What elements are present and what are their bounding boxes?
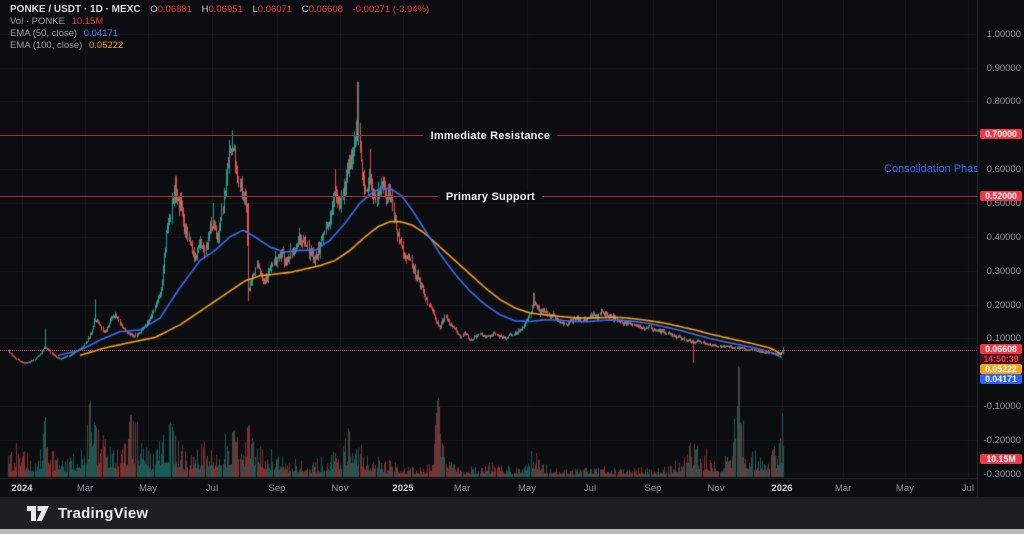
volume-label: Vol · PONKE <box>10 16 65 27</box>
ema50-label: EMA (50, close) <box>10 28 78 39</box>
support-label: Primary Support <box>438 191 543 204</box>
ema100-row[interactable]: EMA (100, close) 0.05222 <box>10 40 429 51</box>
price-tick-label: 0.60000 <box>986 164 1021 176</box>
price-tick-label: -0.30000 <box>983 468 1021 480</box>
time-tick-label: May <box>518 483 536 494</box>
price-tick-label: 0.50000 <box>986 198 1021 209</box>
time-tick-label: Mar <box>834 483 852 494</box>
resistance-line[interactable]: Immediate Resistance <box>0 130 977 143</box>
close-label: C <box>301 4 309 15</box>
price-tick-label: 0.20000 <box>986 299 1021 311</box>
price-tick-label: 0.40000 <box>986 231 1021 243</box>
price-tick-label: 0.80000 <box>986 96 1021 108</box>
resistance-label: Immediate Resistance <box>423 130 558 143</box>
time-tick-label: Mar <box>453 483 471 494</box>
symbol-title[interactable]: PONKE / USDT · 1D · MEXC <box>10 4 141 15</box>
close-value: 0.06608 <box>308 4 343 15</box>
change-value: -0.00271 (-3.94%) <box>352 4 430 15</box>
last-price-badge: 0.06608 <box>980 344 1022 354</box>
time-tick-label: 2026 <box>771 483 793 494</box>
chart-pane: Immediate Resistance Primary Support Con… <box>0 0 1024 497</box>
time-tick-label: Jul <box>583 483 597 494</box>
ema100-label: EMA (100, close) <box>10 40 83 51</box>
volume-row[interactable]: Vol · PONKE 10.15M <box>10 16 429 27</box>
high-label: H <box>201 4 209 15</box>
open-label: O <box>150 4 158 15</box>
resistance-price-badge: 0.70000 <box>980 129 1022 139</box>
time-tick-label: Jul <box>205 483 219 494</box>
open-value: 0.06881 <box>157 4 192 15</box>
price-tick-label: 0.30000 <box>986 265 1021 277</box>
time-tick-label: Nov <box>331 483 349 494</box>
time-axis[interactable]: 2024 Mar May Jul Sep Nov 2025 Mar May Jul Sep Nov 20… <box>0 478 1024 498</box>
time-tick-label: 2024 <box>11 483 33 494</box>
bottom-bar: TradingView <box>0 497 1024 529</box>
bottom-light-strip <box>0 529 1024 534</box>
bar-countdown-badge: 14:50:39 <box>980 354 1022 364</box>
ema100-price-badge: 0.05222 <box>980 364 1022 374</box>
price-tick-label: 0.90000 <box>986 62 1021 74</box>
low-label: L <box>252 4 258 15</box>
ema50-row[interactable]: EMA (50, close) 0.04171 <box>10 28 429 39</box>
tradingview-logo[interactable]: TradingView <box>26 505 148 522</box>
volume-value: 10.15M <box>71 16 104 27</box>
price-tick-label: 1.00000 <box>986 28 1021 40</box>
volume-badge: 10.15M <box>980 454 1022 464</box>
support-price-badge: 0.52000 <box>980 191 1022 201</box>
legend: PONKE / USDT · 1D · MEXC O0.06881 H0.069… <box>10 4 429 52</box>
low-value: 0.06071 <box>257 4 293 15</box>
symbol-row[interactable]: PONKE / USDT · 1D · MEXC O0.06881 H0.069… <box>10 4 429 15</box>
time-tick-label: Sep <box>268 483 286 494</box>
time-tick-label: Sep <box>644 483 662 494</box>
price-tick-label: -0.20000 <box>983 435 1021 447</box>
time-tick-label: 2025 <box>392 483 414 494</box>
tradingview-mark-icon <box>27 506 49 521</box>
price-axis[interactable]: 1.00000 0.90000 0.80000 0.70000 0.60000 0.500… <box>977 0 1024 497</box>
time-tick-label: Mar <box>76 483 94 494</box>
ema100-value: 0.05222 <box>88 40 124 51</box>
price-chart-canvas[interactable] <box>0 0 977 478</box>
price-tick-label: -0.10000 <box>983 401 1021 413</box>
tradingview-wordmark: TradingView <box>58 505 149 522</box>
time-tick-label: May <box>896 483 914 494</box>
time-tick-label: Nov <box>707 483 725 494</box>
last-price-line <box>0 350 977 351</box>
ema50-price-badge: 0.04171 <box>980 374 1022 384</box>
support-line[interactable]: Primary Support <box>0 191 977 204</box>
time-tick-label: Jul <box>961 483 975 494</box>
high-value: 0.06951 <box>208 4 243 15</box>
consolidation-phase-label: Consolidation Phase <box>884 163 985 175</box>
time-tick-label: May <box>139 483 157 494</box>
price-tick-label: 0.10000 <box>986 333 1021 345</box>
ema50-value: 0.04171 <box>83 28 119 39</box>
